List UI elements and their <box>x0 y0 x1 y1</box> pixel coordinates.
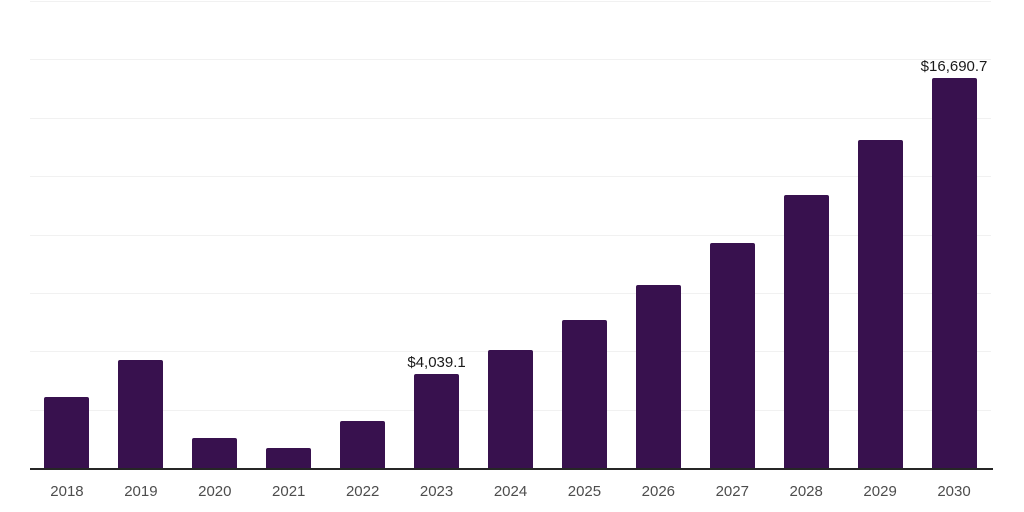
bar-2024 <box>488 350 533 468</box>
x-tick-2019: 2019 <box>124 483 158 500</box>
bar-2018 <box>44 397 90 468</box>
x-tick-2024: 2024 <box>493 483 528 500</box>
bar-value-label-2023: $4,039.1 <box>407 353 466 371</box>
x-tick-2022: 2022 <box>345 483 380 500</box>
bar-2026 <box>635 284 681 468</box>
x-tick-2028: 2028 <box>789 483 823 500</box>
x-tick-2026: 2026 <box>641 483 676 500</box>
x-tick-2025: 2025 <box>567 483 602 500</box>
bar-2020 <box>192 437 238 468</box>
bar-2025 <box>561 320 607 468</box>
gridline-17500 <box>30 59 991 61</box>
bar-2022 <box>340 421 386 468</box>
x-tick-2020: 2020 <box>198 483 232 500</box>
bar-2021 <box>266 448 312 468</box>
bar-2029 <box>857 140 903 468</box>
gridline-12500 <box>30 176 991 178</box>
x-axis-line <box>30 468 993 470</box>
x-tick-2023: 2023 <box>419 483 454 500</box>
bar-2027 <box>709 243 755 468</box>
x-tick-2030: 2030 <box>937 483 971 500</box>
gridline-20000 <box>30 1 991 2</box>
gridline-15000 <box>30 117 991 119</box>
bar-2028 <box>783 195 829 468</box>
x-tick-2029: 2029 <box>863 483 897 500</box>
bar-2019 <box>118 360 164 468</box>
bar-2023 <box>414 373 460 468</box>
bar-value-label-2030: $16,690.7 <box>920 58 988 76</box>
x-tick-2021: 2021 <box>272 483 306 500</box>
x-tick-2027: 2027 <box>715 483 749 500</box>
bar-2030 <box>931 78 977 468</box>
x-tick-2018: 2018 <box>50 483 84 500</box>
gridline-7500 <box>30 292 991 294</box>
gridline-10000 <box>30 234 991 236</box>
